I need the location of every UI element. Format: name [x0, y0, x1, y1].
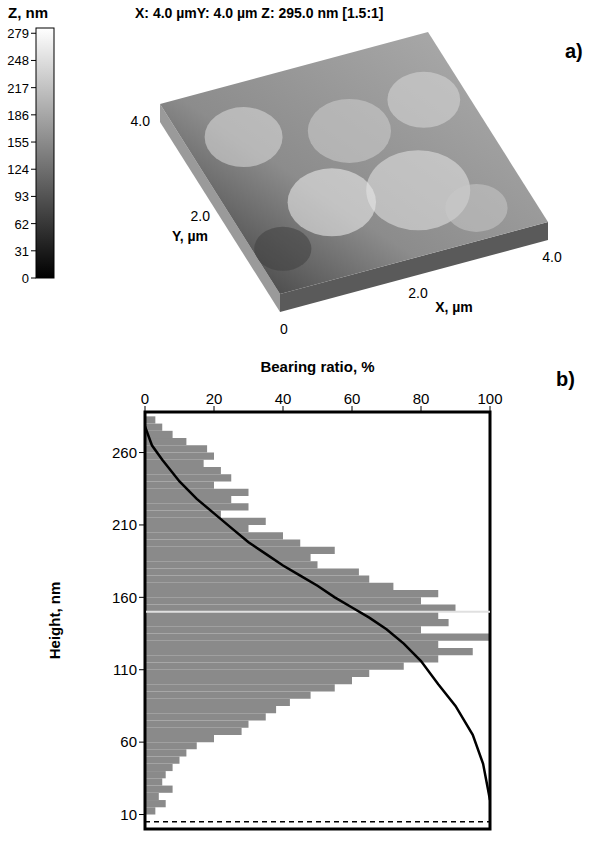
svg-text:0: 0	[141, 390, 149, 407]
svg-text:100: 100	[477, 390, 502, 407]
svg-text:60: 60	[344, 390, 361, 407]
svg-text:0: 0	[280, 321, 288, 337]
svg-text:186: 186	[7, 108, 29, 123]
svg-text:210: 210	[112, 516, 137, 533]
svg-text:160: 160	[112, 589, 137, 606]
svg-text:260: 260	[112, 444, 137, 461]
svg-text:110: 110	[113, 661, 137, 678]
svg-text:124: 124	[7, 162, 29, 177]
svg-text:2.0: 2.0	[408, 285, 428, 301]
svg-text:X: 4.0 µmY: 4.0 µm Z: 295.0 nm: X: 4.0 µmY: 4.0 µm Z: 295.0 nm [1.5:1]	[135, 5, 384, 21]
html-text:Bearing ratio, %: Bearing ratio, %	[260, 358, 375, 375]
svg-text:155: 155	[7, 135, 29, 150]
svg-text:20: 20	[206, 390, 223, 407]
svg-text:93: 93	[15, 189, 29, 204]
svg-text:X, µm: X, µm	[435, 299, 473, 315]
svg-text:40: 40	[275, 390, 292, 407]
svg-text:60: 60	[120, 733, 137, 750]
svg-text:4.0: 4.0	[131, 113, 151, 129]
svg-text:279: 279	[7, 26, 29, 41]
svg-text:10: 10	[120, 806, 137, 823]
svg-text:Z, nm: Z, nm	[8, 4, 48, 21]
svg-text:Height, nm: Height, nm	[46, 582, 63, 660]
svg-text:2.0: 2.0	[191, 208, 211, 224]
svg-text:4.0: 4.0	[542, 249, 562, 265]
svg-text:a): a)	[565, 40, 583, 62]
html-text:b): b)	[556, 368, 575, 390]
svg-text:217: 217	[7, 81, 29, 96]
svg-text:Y, µm: Y, µm	[172, 228, 208, 244]
svg-text:248: 248	[7, 53, 29, 68]
svg-text:0: 0	[22, 271, 29, 286]
svg-text:62: 62	[15, 217, 29, 232]
svg-text:80: 80	[413, 390, 430, 407]
svg-text:31: 31	[15, 244, 29, 259]
